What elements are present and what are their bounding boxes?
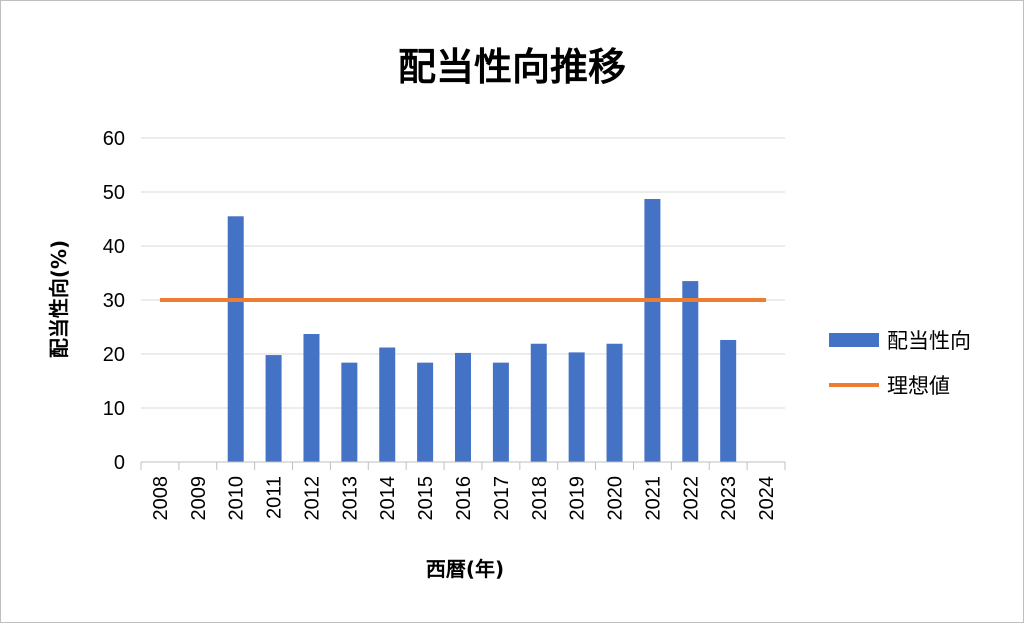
x-tick-label: 2014: [377, 476, 399, 521]
x-tick-label: 2022: [680, 476, 702, 521]
x-tick-label: 2010: [226, 476, 248, 521]
bar-2017: [492, 362, 509, 462]
y-tick-label: 10: [103, 398, 125, 420]
x-tick-label: 2017: [491, 476, 513, 521]
y-tick-label: 40: [103, 236, 125, 258]
y-tick-labels: 0 10 20 30 40 50 60: [103, 128, 125, 474]
x-tick-label: 2024: [756, 476, 778, 521]
x-tick-label: 2019: [567, 476, 589, 521]
x-tick-label: 2018: [529, 476, 551, 521]
bar-2015: [417, 362, 434, 462]
legend-label-line: 理想値: [887, 374, 950, 398]
y-tick-label: 20: [103, 344, 125, 366]
x-tick-label: 2020: [605, 476, 627, 521]
bars: [227, 199, 737, 462]
bar-2011: [265, 355, 282, 462]
legend-swatch-bar: [829, 333, 879, 347]
bar-2012: [303, 334, 320, 462]
chart-title: 配当性向推移: [398, 45, 626, 89]
bar-2013: [341, 362, 358, 462]
x-axis-label: 西暦(年): [426, 557, 504, 581]
x-tick-label: 2016: [453, 476, 475, 521]
bar-2022: [682, 281, 699, 462]
x-tick-label: 2015: [415, 476, 437, 521]
bar-2021: [644, 199, 661, 462]
x-tick-label: 2012: [301, 476, 323, 521]
bar-2014: [379, 347, 396, 462]
x-tick-label: 2011: [264, 476, 286, 519]
x-tick-label: 2008: [150, 476, 172, 521]
x-axis: [140, 461, 786, 470]
x-tick-label: 2009: [188, 476, 210, 521]
bar-2023: [720, 339, 737, 462]
y-axis-label: 配当性向(%): [47, 240, 71, 358]
legend: 配当性向 理想値: [829, 329, 971, 398]
x-tick-label: 2023: [718, 476, 740, 521]
y-tick-label: 60: [103, 128, 125, 150]
bar-2019: [568, 352, 585, 462]
y-tick-label: 50: [103, 182, 125, 204]
bar-2010: [227, 216, 244, 462]
bar-2018: [530, 343, 547, 462]
y-tick-label: 30: [103, 290, 125, 312]
bar-2020: [606, 343, 623, 462]
x-tick-labels: 2008 2009 2010 2011 2012 2013 2014 2015 2016 2017…: [150, 476, 778, 521]
x-tick-label: 2013: [339, 476, 361, 521]
x-tick-label: 2021: [642, 476, 664, 521]
legend-label-bar: 配当性向: [887, 329, 971, 353]
bar-2016: [455, 352, 471, 462]
y-tick-label: 0: [114, 452, 125, 474]
